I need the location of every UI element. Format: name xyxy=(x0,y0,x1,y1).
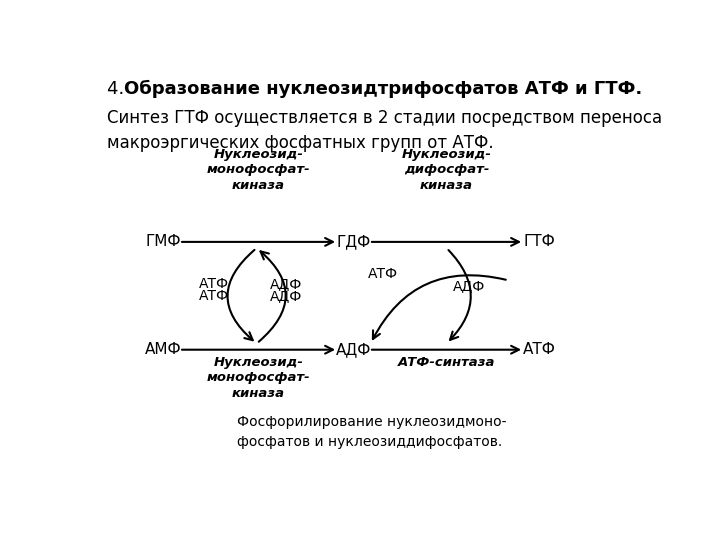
Text: АТФ: АТФ xyxy=(523,342,556,357)
Text: ГМФ: ГМФ xyxy=(146,234,181,249)
Text: ГДФ: ГДФ xyxy=(336,234,371,249)
Text: Фосфорилирование нуклеозидмоно-
фосфатов и нуклеозиддифосфатов.: Фосфорилирование нуклеозидмоно- фосфатов… xyxy=(238,415,507,449)
Text: АТФ: АТФ xyxy=(199,277,229,291)
Text: Нуклеозид-
дифосфат-
киназа: Нуклеозид- дифосфат- киназа xyxy=(402,148,492,192)
Text: АДФ: АДФ xyxy=(270,277,302,291)
Text: АТФ: АТФ xyxy=(367,267,397,281)
Text: Нуклеозид-
монофосфат-
киназа: Нуклеозид- монофосфат- киназа xyxy=(207,356,310,400)
Text: Нуклеозид-
монофосфат-
киназа: Нуклеозид- монофосфат- киназа xyxy=(207,148,310,192)
Text: АМФ: АМФ xyxy=(145,342,182,357)
Text: Синтез ГТФ осуществляется в 2 стадии посредством переноса
макроэргических фосфат: Синтез ГТФ осуществляется в 2 стадии пос… xyxy=(107,110,662,152)
Text: АТФ: АТФ xyxy=(199,289,229,303)
Text: АТФ-синтаза: АТФ-синтаза xyxy=(397,356,495,369)
Text: 4.: 4. xyxy=(107,80,130,98)
Text: АДФ: АДФ xyxy=(453,279,485,293)
Text: ГТФ: ГТФ xyxy=(523,234,555,249)
Text: АДФ: АДФ xyxy=(336,342,372,357)
Text: АДФ: АДФ xyxy=(270,289,302,303)
Text: Образование нуклеозидтрифосфатов АТФ и ГТФ.: Образование нуклеозидтрифосфатов АТФ и Г… xyxy=(124,80,642,98)
